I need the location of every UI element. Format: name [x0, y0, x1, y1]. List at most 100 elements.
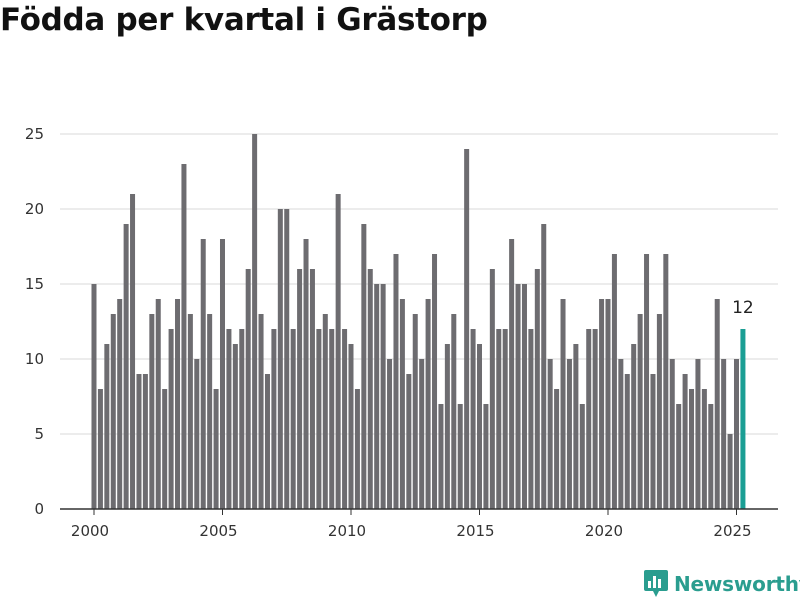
bar: [130, 194, 136, 509]
bar: [656, 314, 662, 509]
bar: [464, 149, 470, 509]
bar: [708, 404, 714, 509]
bar: [669, 359, 675, 509]
bar: [663, 254, 669, 509]
bar: [714, 299, 720, 509]
bar: [457, 404, 463, 509]
bar: [521, 284, 527, 509]
bar: [689, 389, 695, 509]
bar: [406, 374, 412, 509]
bar: [348, 344, 354, 509]
bar: [650, 374, 656, 509]
bar: [554, 389, 560, 509]
x-tick-label: 2015: [456, 522, 494, 540]
bar: [245, 269, 251, 509]
bar: [489, 269, 495, 509]
bar: [91, 284, 97, 509]
bar: [631, 344, 637, 509]
y-tick-label: 10: [25, 350, 44, 368]
bar: [470, 329, 476, 509]
bar: [162, 389, 168, 509]
brand: Newsworthy: [644, 570, 800, 598]
bar: [213, 389, 219, 509]
bar: [399, 299, 405, 509]
bar: [419, 359, 425, 509]
bar: [412, 314, 418, 509]
bar: [476, 344, 482, 509]
bar: [733, 359, 739, 509]
bar: [354, 389, 360, 509]
bar: [297, 269, 303, 509]
bar: [425, 299, 431, 509]
bar: [264, 374, 270, 509]
brand-name: Newsworthy: [674, 572, 800, 596]
bar: [181, 164, 187, 509]
bar: [322, 314, 328, 509]
y-tick-label: 15: [25, 275, 44, 293]
bar: [219, 239, 225, 509]
bar: [239, 329, 245, 509]
bar: [573, 344, 579, 509]
bar: [444, 344, 450, 509]
bar: [367, 269, 373, 509]
bar: [528, 329, 534, 509]
bar: [451, 314, 457, 509]
bar: [149, 314, 155, 509]
bars: [91, 134, 746, 509]
bar: [342, 329, 348, 509]
bar: [566, 359, 572, 509]
bar: [361, 224, 367, 509]
bar: [374, 284, 380, 509]
data-label: 12: [732, 298, 754, 318]
bar: [592, 329, 598, 509]
y-axis: 0 5 10 15 20 25: [25, 125, 44, 518]
bar: [187, 314, 193, 509]
x-tick-label: 2005: [199, 522, 237, 540]
bar: [727, 434, 733, 509]
bar: [496, 329, 502, 509]
bar: [393, 254, 399, 509]
y-tick-label: 25: [25, 125, 44, 143]
bar: [637, 314, 643, 509]
bar: [586, 329, 592, 509]
bar: [560, 299, 566, 509]
bar: [502, 329, 508, 509]
bar: [534, 269, 540, 509]
bar: [547, 359, 553, 509]
bar: [432, 254, 438, 509]
bar: [618, 359, 624, 509]
bar: [515, 284, 521, 509]
bar: [258, 314, 264, 509]
bar: [335, 194, 341, 509]
bar: [605, 299, 611, 509]
bar: [104, 344, 110, 509]
y-tick-label: 20: [25, 200, 44, 218]
newsworthy-logo-icon: [644, 570, 668, 597]
bar: [695, 359, 701, 509]
bar: [611, 254, 617, 509]
data-labels: 12: [732, 298, 754, 318]
y-tick-label: 5: [34, 425, 44, 443]
bar: [387, 359, 393, 509]
bar: [541, 224, 547, 509]
chart-title: Födda per kvartal i Grästorp: [0, 2, 488, 38]
bar: [155, 299, 161, 509]
bar: [252, 134, 258, 509]
x-tick-label: 2000: [71, 522, 109, 540]
bar: [232, 344, 238, 509]
bar: [110, 314, 116, 509]
bar: [200, 239, 206, 509]
bar: [721, 359, 727, 509]
bar: [483, 404, 489, 509]
bar: [303, 239, 309, 509]
x-tick-label: 2025: [713, 522, 751, 540]
bar: [277, 209, 283, 509]
bar: [676, 404, 682, 509]
bar: [624, 374, 630, 509]
bar: [117, 299, 123, 509]
bar: [309, 269, 315, 509]
bar: [329, 329, 335, 509]
x-axis: 2000 2005 2010 2015 2020 2025: [60, 508, 778, 540]
bar: [644, 254, 650, 509]
bar: [438, 404, 444, 509]
